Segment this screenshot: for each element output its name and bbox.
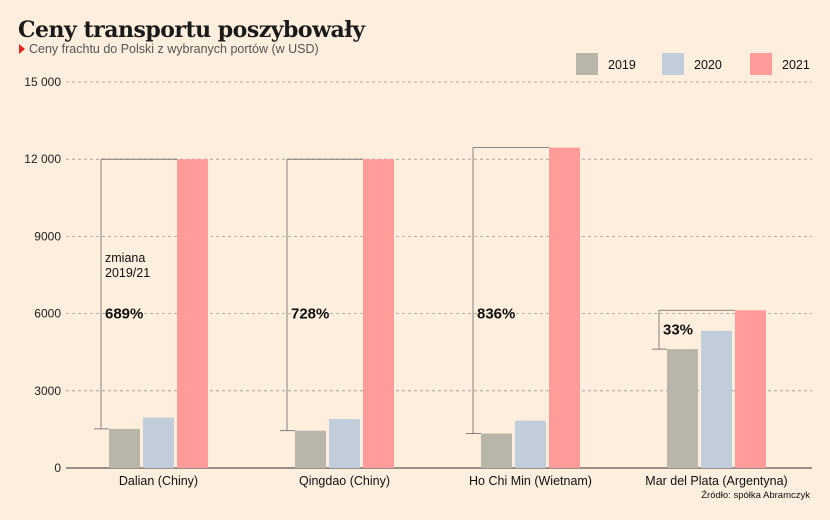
legend-label-2020: 2020 xyxy=(694,58,722,72)
x-axis-categories: Dalian (Chiny) Qingdao (Chiny) Ho Chi Min … xyxy=(119,474,788,488)
y-axis-ticks: 0 3000 6000 9000 12 000 15 000 xyxy=(24,75,61,475)
chart-title: Ceny transportu poszybowały xyxy=(18,17,366,43)
category-label: Ho Chi Min (Wietnam) xyxy=(469,474,592,488)
change-note-line1: zmiana xyxy=(105,251,145,265)
bar-2019-3 xyxy=(481,433,512,468)
change-percent-label: 33% xyxy=(663,322,693,339)
change-percent-label: 836% xyxy=(477,306,515,323)
bar-2020-1 xyxy=(143,417,174,468)
bar-2021-3 xyxy=(549,147,580,468)
change-percent-label: 689% xyxy=(105,306,143,323)
legend-label-2021: 2021 xyxy=(782,58,810,72)
subtitle-arrow-icon xyxy=(19,44,25,54)
bars xyxy=(109,147,766,468)
bar-2019-2 xyxy=(295,430,326,468)
bar-2020-2 xyxy=(329,419,360,468)
legend: 2019 2020 2021 xyxy=(576,53,810,75)
legend-swatch-2019 xyxy=(576,53,598,75)
bar-2021-2 xyxy=(363,159,394,468)
y-tick-label: 0 xyxy=(54,461,61,475)
category-label: Dalian (Chiny) xyxy=(119,474,198,488)
bar-2021-4 xyxy=(735,310,766,468)
y-tick-label: 3000 xyxy=(34,384,61,398)
bar-2020-3 xyxy=(515,420,546,468)
legend-swatch-2020 xyxy=(662,53,684,75)
bar-2020-4 xyxy=(701,330,732,468)
change-note-line2: 2019/21 xyxy=(105,266,150,280)
change-percent-label: 728% xyxy=(291,306,329,323)
bar-2021-1 xyxy=(177,159,208,468)
chart-subtitle: Ceny frachtu do Polski z wybranych portó… xyxy=(29,42,319,56)
y-tick-label: 9000 xyxy=(34,229,61,243)
y-tick-label: 15 000 xyxy=(24,75,61,89)
y-tick-label: 6000 xyxy=(34,307,61,321)
legend-swatch-2021 xyxy=(750,53,772,75)
legend-label-2019: 2019 xyxy=(608,58,636,72)
y-tick-label: 12 000 xyxy=(24,152,61,166)
category-label: Mar del Plata (Argentyna) xyxy=(645,474,787,488)
bar-2019-1 xyxy=(109,428,140,468)
category-label: Qingdao (Chiny) xyxy=(299,474,390,488)
bar-2019-4 xyxy=(667,349,698,468)
change-brackets xyxy=(94,147,735,434)
source-note: Źródło: spółka Abramczyk xyxy=(701,490,810,501)
